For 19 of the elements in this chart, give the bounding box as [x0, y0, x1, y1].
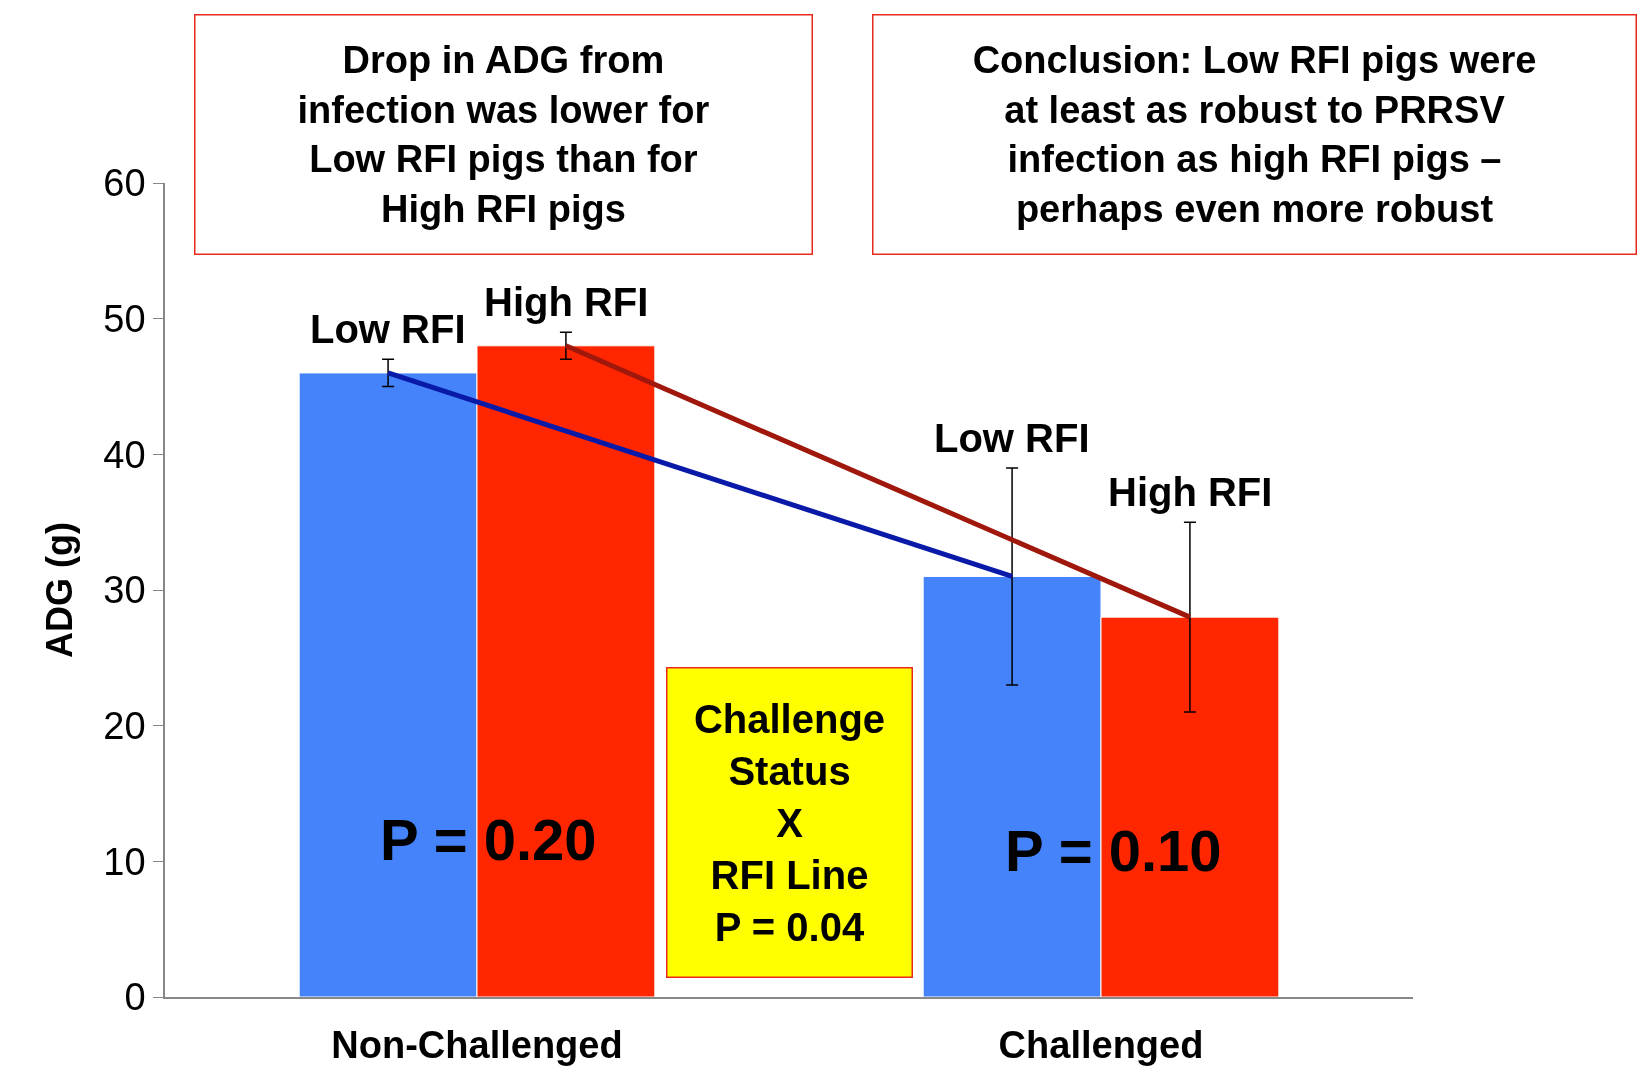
series-label: High RFI — [484, 280, 649, 324]
annotation: P = 0.20 — [380, 807, 597, 872]
text: Low RFI — [934, 416, 1090, 460]
annotation: Challenge Status X RFI Line P = 0.04 — [693, 696, 886, 949]
y-axis-title: ADG (g) — [38, 522, 80, 658]
x-tick-label: Challenged — [998, 1024, 1204, 1067]
text: High RFI — [1108, 470, 1273, 514]
y-tick-label: 30 — [103, 569, 146, 612]
y-tick-label: 10 — [103, 840, 146, 883]
y-tick-label: 40 — [103, 433, 146, 476]
y-tick-label: 60 — [103, 162, 146, 205]
y-tick-label: 0 — [124, 976, 146, 1019]
y-tick-label: 20 — [103, 704, 146, 747]
annotation: Conclusion: Low RFI pigs were at least as robust to PRRSV infection as high RFI pigs – perhaps even more robust — [972, 39, 1537, 230]
annotation: Drop in ADG from infection was lower for Low RFI pigs than for High RFI pigs — [297, 39, 710, 230]
series-label: Low RFI — [310, 307, 466, 351]
annotation: P = 0.10 — [1005, 818, 1222, 883]
y-tick-label: 50 — [103, 297, 146, 340]
x-tick-label: Non-Challenged — [331, 1024, 623, 1067]
